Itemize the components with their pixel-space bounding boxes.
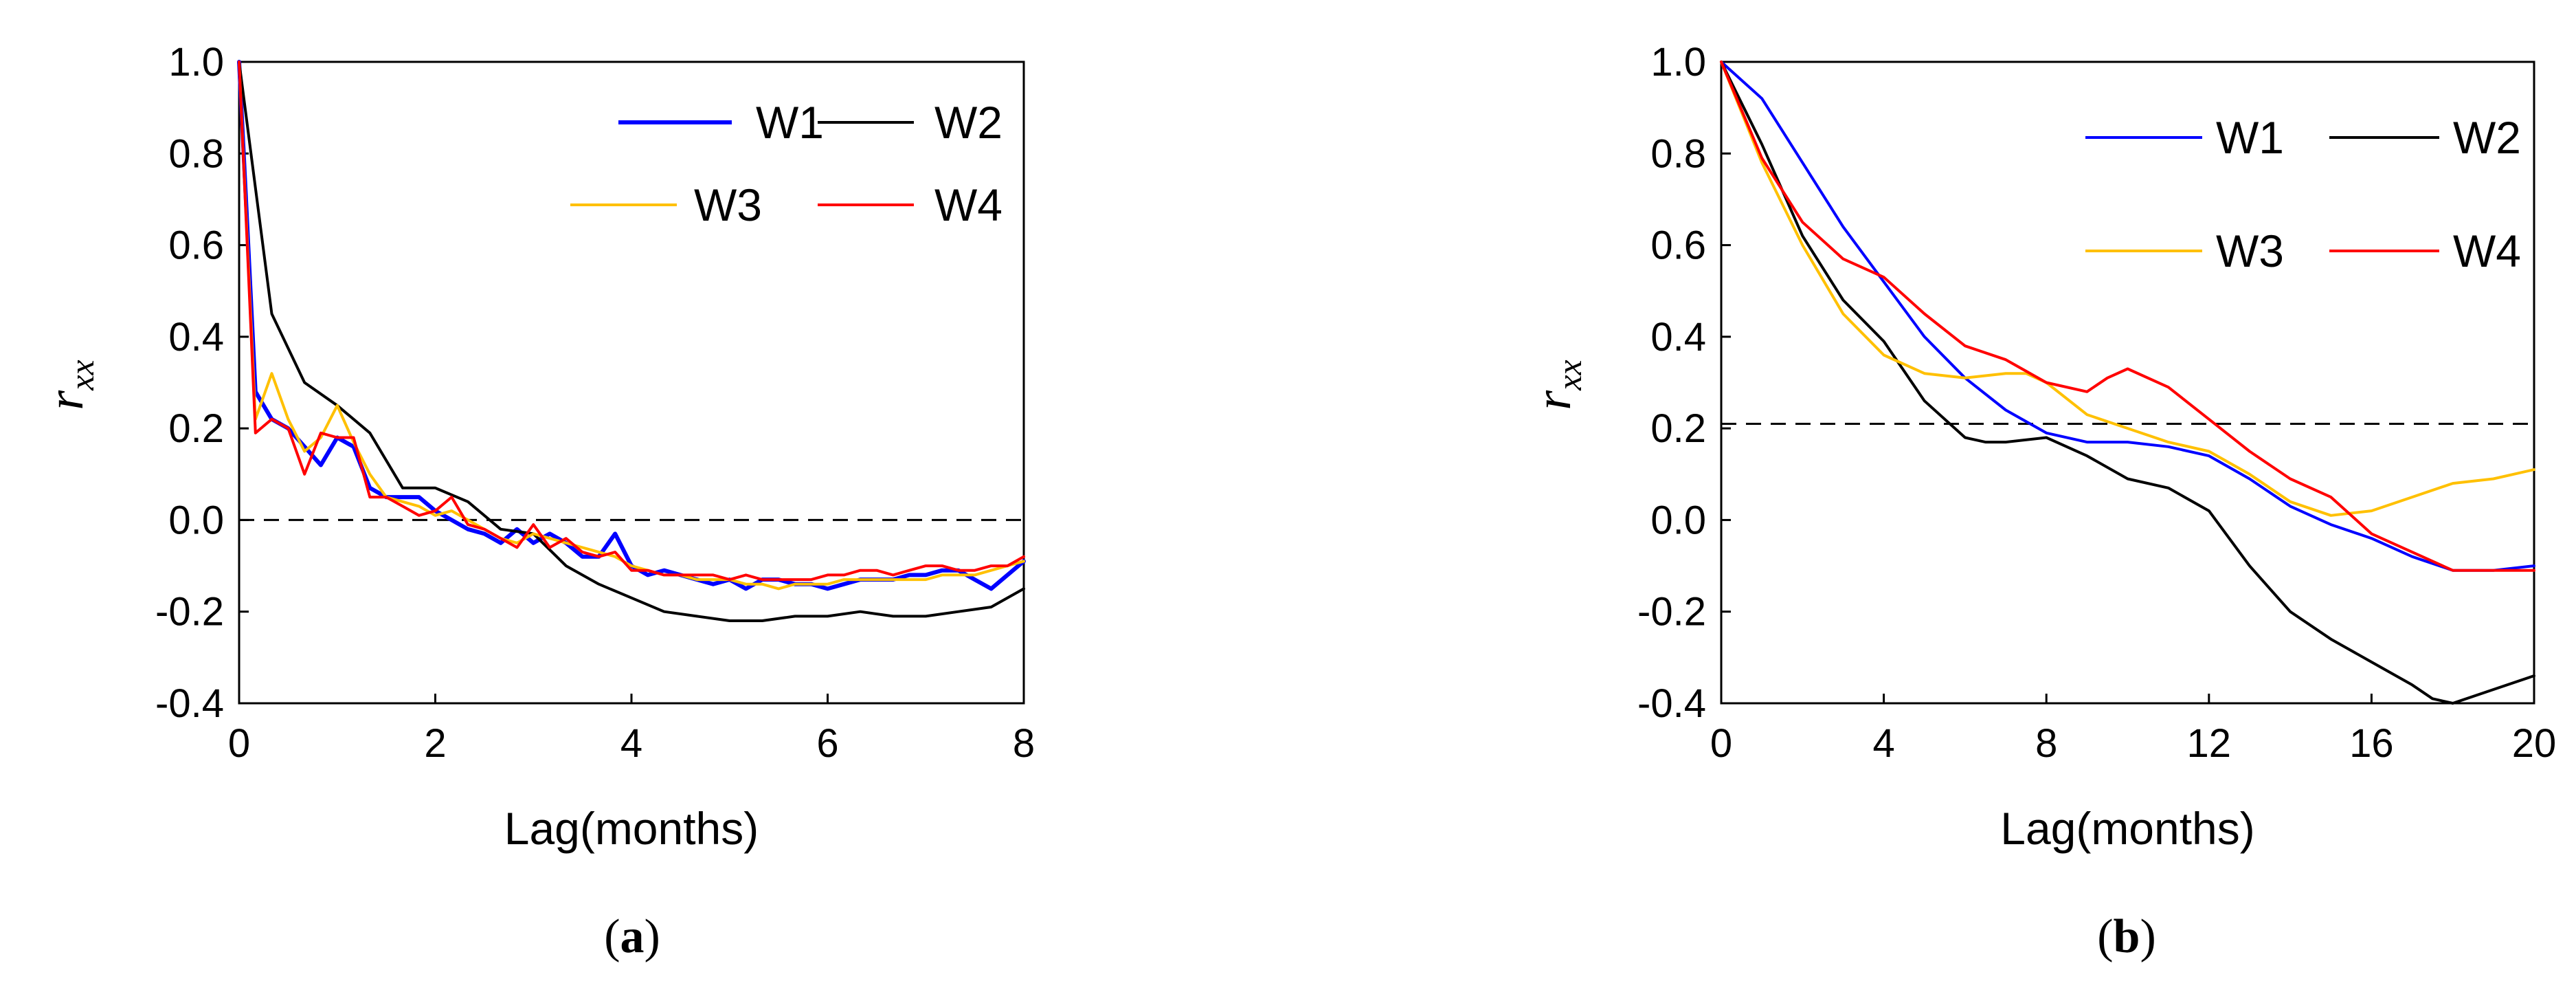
- y-tick-label: -0.2: [155, 590, 224, 635]
- y-tick-label: 1.0: [1650, 40, 1706, 85]
- y-tick-label: 0.8: [168, 131, 224, 176]
- y-tick-label: 1.0: [168, 40, 224, 85]
- chart-panel-a: 1.0 0.8 0.6 0.4 0.2 0.0 -0.2 -0.40 2 4 6 8 W1 W2 W3 W4 L…: [38, 40, 1035, 963]
- y-tick-label: 0.4: [168, 315, 224, 360]
- y-axis-label-main: r: [38, 390, 94, 410]
- legend: W1 W2 W3 W4: [2085, 112, 2521, 276]
- y-tick-label: 0.4: [1650, 315, 1706, 360]
- x-tick-label: 2: [424, 721, 446, 766]
- plot-frame: [238, 60, 1025, 705]
- plot-frame: [1720, 60, 2535, 705]
- x-tick-label: 8: [2035, 721, 2057, 766]
- series-line-w4: [238, 60, 1025, 582]
- legend-label-w3: W3: [2216, 225, 2284, 276]
- legend-label-w2: W2: [2453, 112, 2521, 163]
- y-tick-label: -0.2: [1637, 590, 1706, 635]
- y-tick-label: 0.6: [168, 223, 224, 268]
- x-tick-label: 0: [228, 721, 250, 766]
- x-tick-label: 20: [2512, 721, 2557, 766]
- legend: W1 W2 W3 W4: [570, 97, 1003, 230]
- x-tick-label: 6: [816, 721, 838, 766]
- x-axis-label: Lag(months): [504, 803, 759, 854]
- series-line-w3: [1720, 60, 2535, 517]
- panel-caption: (a): [604, 910, 660, 963]
- caption-letter: a: [620, 910, 645, 963]
- y-tick-label: 0.8: [1650, 131, 1706, 176]
- series-line-w1: [1720, 60, 2535, 572]
- x-tick-label: 4: [620, 721, 642, 766]
- series-line-w1: [237, 60, 1026, 591]
- y-axis-label: rxx: [38, 360, 101, 410]
- y-tick-label: 0.2: [168, 406, 224, 451]
- y-axis-label: rxx: [1525, 360, 1589, 410]
- caption-open: (: [2097, 910, 2113, 963]
- caption-letter: b: [2114, 910, 2140, 963]
- series-line-w2: [1720, 60, 2535, 705]
- panel-caption: (b): [2097, 910, 2156, 963]
- legend-label-w1: W1: [2216, 112, 2284, 163]
- legend-label-w4: W4: [2453, 225, 2521, 276]
- y-axis-label-sub: xx: [1550, 360, 1589, 390]
- y-tick-label: -0.4: [1637, 681, 1706, 726]
- caption-close: ): [2140, 910, 2155, 963]
- x-tick-label: 12: [2187, 721, 2232, 766]
- y-tick-label: 0.0: [168, 498, 224, 542]
- x-tick-label: 8: [1013, 721, 1035, 766]
- y-tick-label: -0.4: [155, 681, 224, 726]
- y-tick-label: 0.0: [1650, 498, 1706, 542]
- x-tick-label: 16: [2349, 721, 2394, 766]
- series-line-w3: [238, 60, 1025, 591]
- y-tick-label: 0.6: [1650, 223, 1706, 268]
- x-tick-label: 4: [1872, 721, 1894, 766]
- legend-label-w1: W1: [756, 97, 824, 148]
- x-axis-label: Lag(months): [2000, 803, 2255, 854]
- caption-open: (: [604, 910, 620, 963]
- series-line-w2: [238, 60, 1025, 622]
- legend-label-w4: W4: [934, 179, 1003, 230]
- y-tick-label: 0.2: [1650, 406, 1706, 451]
- y-axis-label-sub: xx: [63, 360, 101, 390]
- y-axis-label-main: r: [1525, 390, 1582, 410]
- x-tick-label: 0: [1710, 721, 1732, 766]
- legend-label-w2: W2: [934, 97, 1003, 148]
- series-line-w4: [1720, 60, 2535, 572]
- caption-close: ): [645, 910, 660, 963]
- legend-label-w3: W3: [694, 179, 762, 230]
